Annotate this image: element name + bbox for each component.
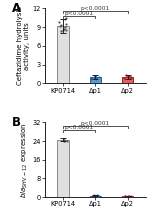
Point [94, 77, 96, 80]
Point [66, 139, 68, 143]
Point [129, 76, 131, 79]
Point [94, 74, 97, 78]
Y-axis label: $bla_{SHV\/-12}$ expression: $bla_{SHV\/-12}$ expression [19, 122, 30, 198]
Point [98, 76, 100, 79]
Point [127, 194, 129, 198]
Point [65, 28, 68, 31]
Text: A: A [12, 3, 21, 15]
Point [60, 29, 62, 33]
Text: p<0.0001: p<0.0001 [81, 121, 110, 126]
Point [57, 20, 60, 23]
Point [95, 194, 98, 198]
Point [92, 194, 95, 197]
Point [124, 194, 126, 198]
Bar [57, 26, 69, 83]
Point [129, 77, 132, 80]
Bar [122, 77, 133, 83]
Point [60, 24, 62, 27]
Point [64, 17, 67, 20]
Point [127, 75, 129, 79]
Point [64, 22, 67, 26]
Point [64, 25, 66, 28]
Point [123, 77, 125, 80]
Point [95, 77, 98, 80]
Point [94, 74, 97, 77]
Bar [90, 196, 101, 197]
Point [63, 138, 65, 142]
Point [96, 194, 98, 197]
Point [94, 76, 96, 80]
Point [124, 195, 126, 198]
Point [62, 138, 65, 142]
Text: p<0.0001: p<0.0001 [81, 6, 110, 11]
Point [61, 29, 64, 32]
Point [97, 194, 100, 198]
Point [90, 76, 92, 80]
Y-axis label: Ceftazidime hydrolysis
activity, units: Ceftazidime hydrolysis activity, units [17, 6, 30, 85]
Bar [57, 140, 69, 197]
Point [59, 24, 62, 28]
Point [63, 139, 66, 143]
Point [127, 74, 129, 77]
Point [130, 76, 132, 79]
Point [128, 194, 130, 197]
Point [128, 75, 130, 79]
Point [127, 75, 129, 78]
Point [63, 28, 65, 31]
Point [90, 77, 93, 80]
Text: p<0.0001: p<0.0001 [64, 11, 94, 16]
Point [63, 139, 65, 142]
Point [65, 17, 67, 20]
Bar [122, 196, 133, 197]
Point [92, 194, 94, 197]
Point [130, 195, 133, 198]
Point [95, 76, 97, 80]
Point [98, 195, 101, 198]
Point [130, 195, 132, 198]
Point [124, 74, 127, 77]
Bar [90, 77, 101, 83]
Text: p<0.0001: p<0.0001 [64, 125, 94, 130]
Text: B: B [12, 116, 21, 129]
